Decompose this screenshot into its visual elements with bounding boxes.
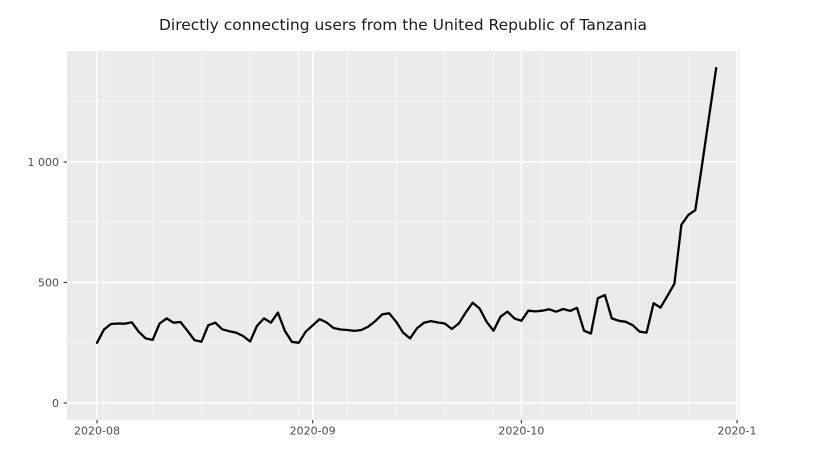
data-line: [95, 66, 718, 344]
x-tick-label: 2020-1: [718, 425, 757, 438]
chart-title: Directly connecting users from the Unite…: [158, 16, 648, 34]
y-tick-label: 0: [52, 397, 59, 410]
y-tick-label: 500: [38, 276, 59, 289]
plot-panel: [67, 51, 739, 420]
x-tick-label: 2020-10: [498, 425, 544, 438]
x-tick-label: 2020-09: [290, 425, 336, 438]
x-tick-label: 2020-08: [74, 425, 120, 438]
y-tick-label: 1 000: [28, 156, 60, 169]
